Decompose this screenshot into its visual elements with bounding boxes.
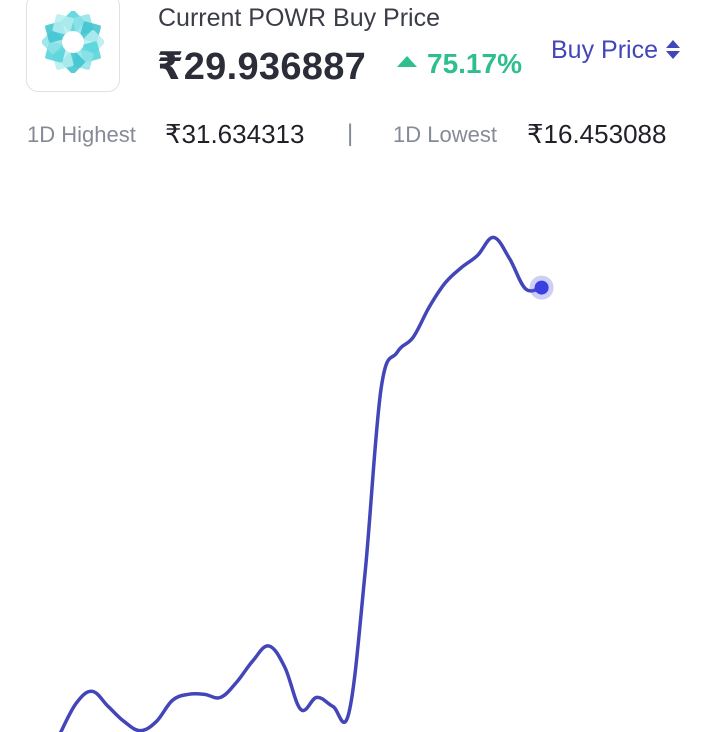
current-price: ₹29.936887 — [157, 46, 367, 88]
low-value: ₹16.453088 — [527, 119, 667, 149]
sort-arrows-icon — [665, 39, 680, 61]
low-label: 1D Lowest — [393, 122, 497, 147]
price-type-label: Buy Price — [551, 36, 658, 64]
price-change: 75.17% — [397, 48, 522, 80]
price-type-selector[interactable]: Buy Price — [551, 36, 680, 65]
high-label: 1D Highest — [27, 122, 136, 147]
high-value: ₹31.634313 — [165, 119, 305, 149]
current-point-marker[interactable] — [534, 280, 549, 295]
token-logo — [26, 0, 120, 92]
stats-divider: | — [347, 120, 354, 147]
page-title: Current POWR Buy Price — [158, 4, 441, 32]
price-change-value: 75.17% — [427, 48, 522, 79]
arrow-up-icon — [397, 56, 417, 67]
powr-token-logo-icon — [42, 11, 104, 73]
price-line — [58, 235, 544, 732]
